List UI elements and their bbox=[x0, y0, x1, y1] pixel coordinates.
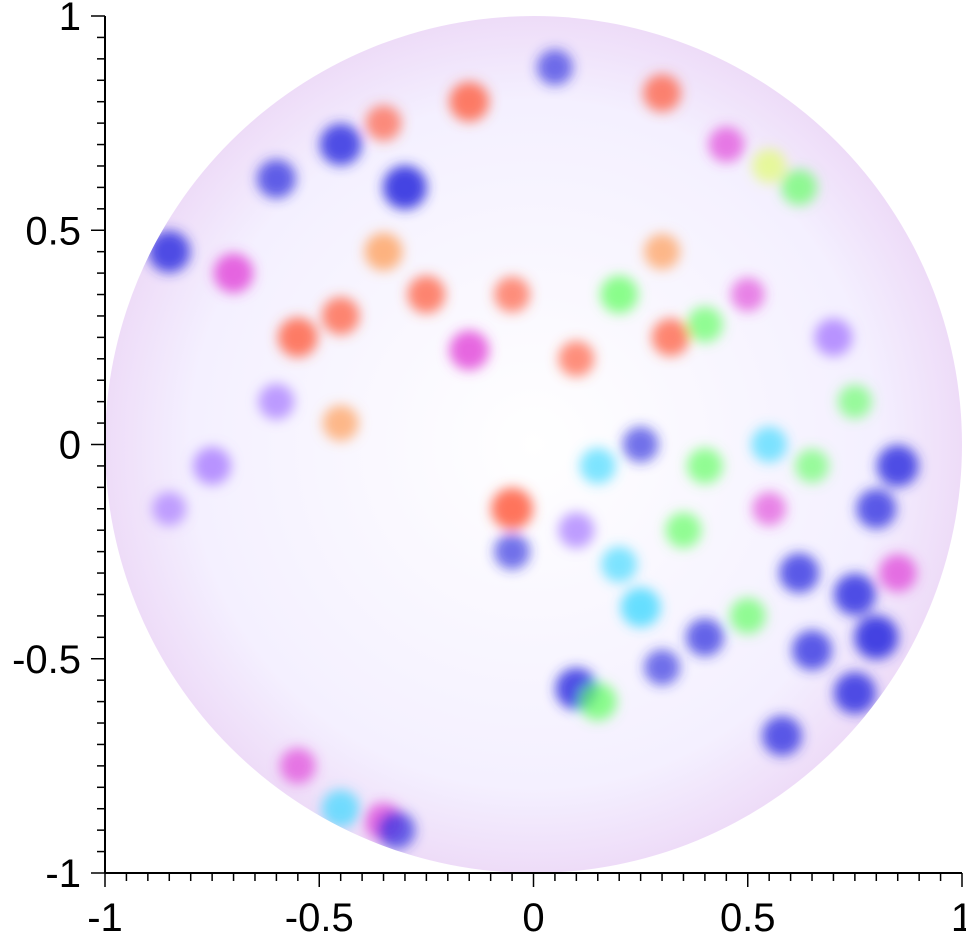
color-blob-orange bbox=[644, 233, 681, 270]
color-blob-blue bbox=[856, 488, 897, 529]
y-tick-label: 0 bbox=[59, 424, 81, 468]
color-blob-yellow bbox=[752, 148, 787, 183]
x-tick-label: 1 bbox=[951, 896, 966, 940]
color-blob-red bbox=[558, 340, 595, 377]
color-blob-magenta bbox=[752, 491, 787, 526]
color-blob-green bbox=[837, 384, 872, 419]
color-blob-red bbox=[643, 74, 682, 113]
color-blob-blue bbox=[256, 159, 296, 199]
color-blob-red bbox=[407, 275, 446, 314]
color-blob-red bbox=[651, 318, 690, 357]
color-blob-green bbox=[578, 682, 617, 721]
x-tick-label: 0 bbox=[522, 896, 544, 940]
color-blob-blue bbox=[792, 630, 833, 671]
color-blob-blue bbox=[685, 618, 724, 657]
y-tick-label: 0.5 bbox=[25, 209, 81, 253]
color-field bbox=[148, 49, 919, 850]
color-blob-red bbox=[494, 276, 531, 313]
color-blob-cyan bbox=[321, 789, 360, 828]
color-blob-green bbox=[665, 512, 702, 549]
x-tick-label: 0.5 bbox=[720, 896, 776, 940]
y-tick-label: -0.5 bbox=[12, 638, 81, 682]
y-axis-ticks bbox=[91, 15, 105, 874]
color-blob-green bbox=[686, 306, 723, 343]
color-blob-magenta bbox=[449, 330, 490, 371]
color-blob-magenta bbox=[730, 277, 765, 312]
color-blob-blue bbox=[876, 444, 919, 487]
color-blob-violet bbox=[152, 491, 187, 526]
axes: -1 -0.5 0 0.5 1 -1 -0.5 0 0.5 1 bbox=[12, 0, 966, 940]
color-blob-red bbox=[449, 81, 490, 122]
color-blob-red bbox=[277, 317, 318, 358]
color-blob-orange bbox=[322, 405, 359, 442]
color-blob-blue bbox=[779, 553, 820, 594]
y-tick-label: -1 bbox=[45, 852, 81, 896]
color-blob-blue bbox=[319, 123, 362, 166]
disk-background bbox=[105, 16, 962, 873]
y-tick-label: 1 bbox=[59, 0, 81, 39]
color-blob-blue bbox=[622, 426, 659, 463]
color-blob-blue bbox=[644, 649, 681, 686]
color-blob-blue bbox=[382, 165, 427, 210]
x-tick-label: -0.5 bbox=[285, 896, 354, 940]
color-blob-blue bbox=[536, 49, 573, 86]
color-blob-blue bbox=[854, 615, 899, 660]
x-axis-tick-labels: -1 -0.5 0 0.5 1 bbox=[87, 896, 966, 940]
color-blob-magenta bbox=[213, 253, 254, 294]
color-blob-cyan bbox=[601, 546, 638, 583]
color-blob-blue bbox=[377, 811, 416, 850]
x-axis-ticks bbox=[104, 873, 963, 887]
color-blob-cyan bbox=[620, 587, 661, 628]
plot-area bbox=[105, 16, 962, 873]
color-blob-red bbox=[321, 296, 360, 335]
color-blob-magenta bbox=[878, 554, 917, 593]
y-axis-tick-labels: -1 -0.5 0 0.5 1 bbox=[12, 0, 81, 896]
color-blob-cyan bbox=[751, 426, 788, 463]
color-blob-violet bbox=[258, 383, 295, 420]
color-blob-blue bbox=[833, 672, 876, 715]
color-blob-green bbox=[600, 275, 639, 314]
color-blob-red bbox=[365, 105, 402, 142]
color-blob-violet bbox=[558, 512, 595, 549]
color-blob-green bbox=[686, 447, 723, 484]
color-blob-orange bbox=[364, 232, 403, 271]
color-blob-violet bbox=[814, 318, 853, 357]
color-blob-blue bbox=[494, 533, 531, 570]
color-blob-violet bbox=[193, 446, 232, 485]
color-blob-green bbox=[795, 448, 830, 483]
color-blob-magenta bbox=[279, 747, 316, 784]
x-tick-label: -1 bbox=[87, 896, 123, 940]
color-blob-cyan bbox=[579, 447, 616, 484]
color-blob-red bbox=[491, 487, 534, 530]
color-blob-blue bbox=[148, 230, 191, 273]
color-blob-blue bbox=[762, 715, 803, 756]
color-blob-blue bbox=[833, 573, 876, 616]
color-blob-green bbox=[781, 169, 818, 206]
color-blob-magenta bbox=[708, 126, 745, 163]
color-blob-green bbox=[729, 597, 766, 634]
